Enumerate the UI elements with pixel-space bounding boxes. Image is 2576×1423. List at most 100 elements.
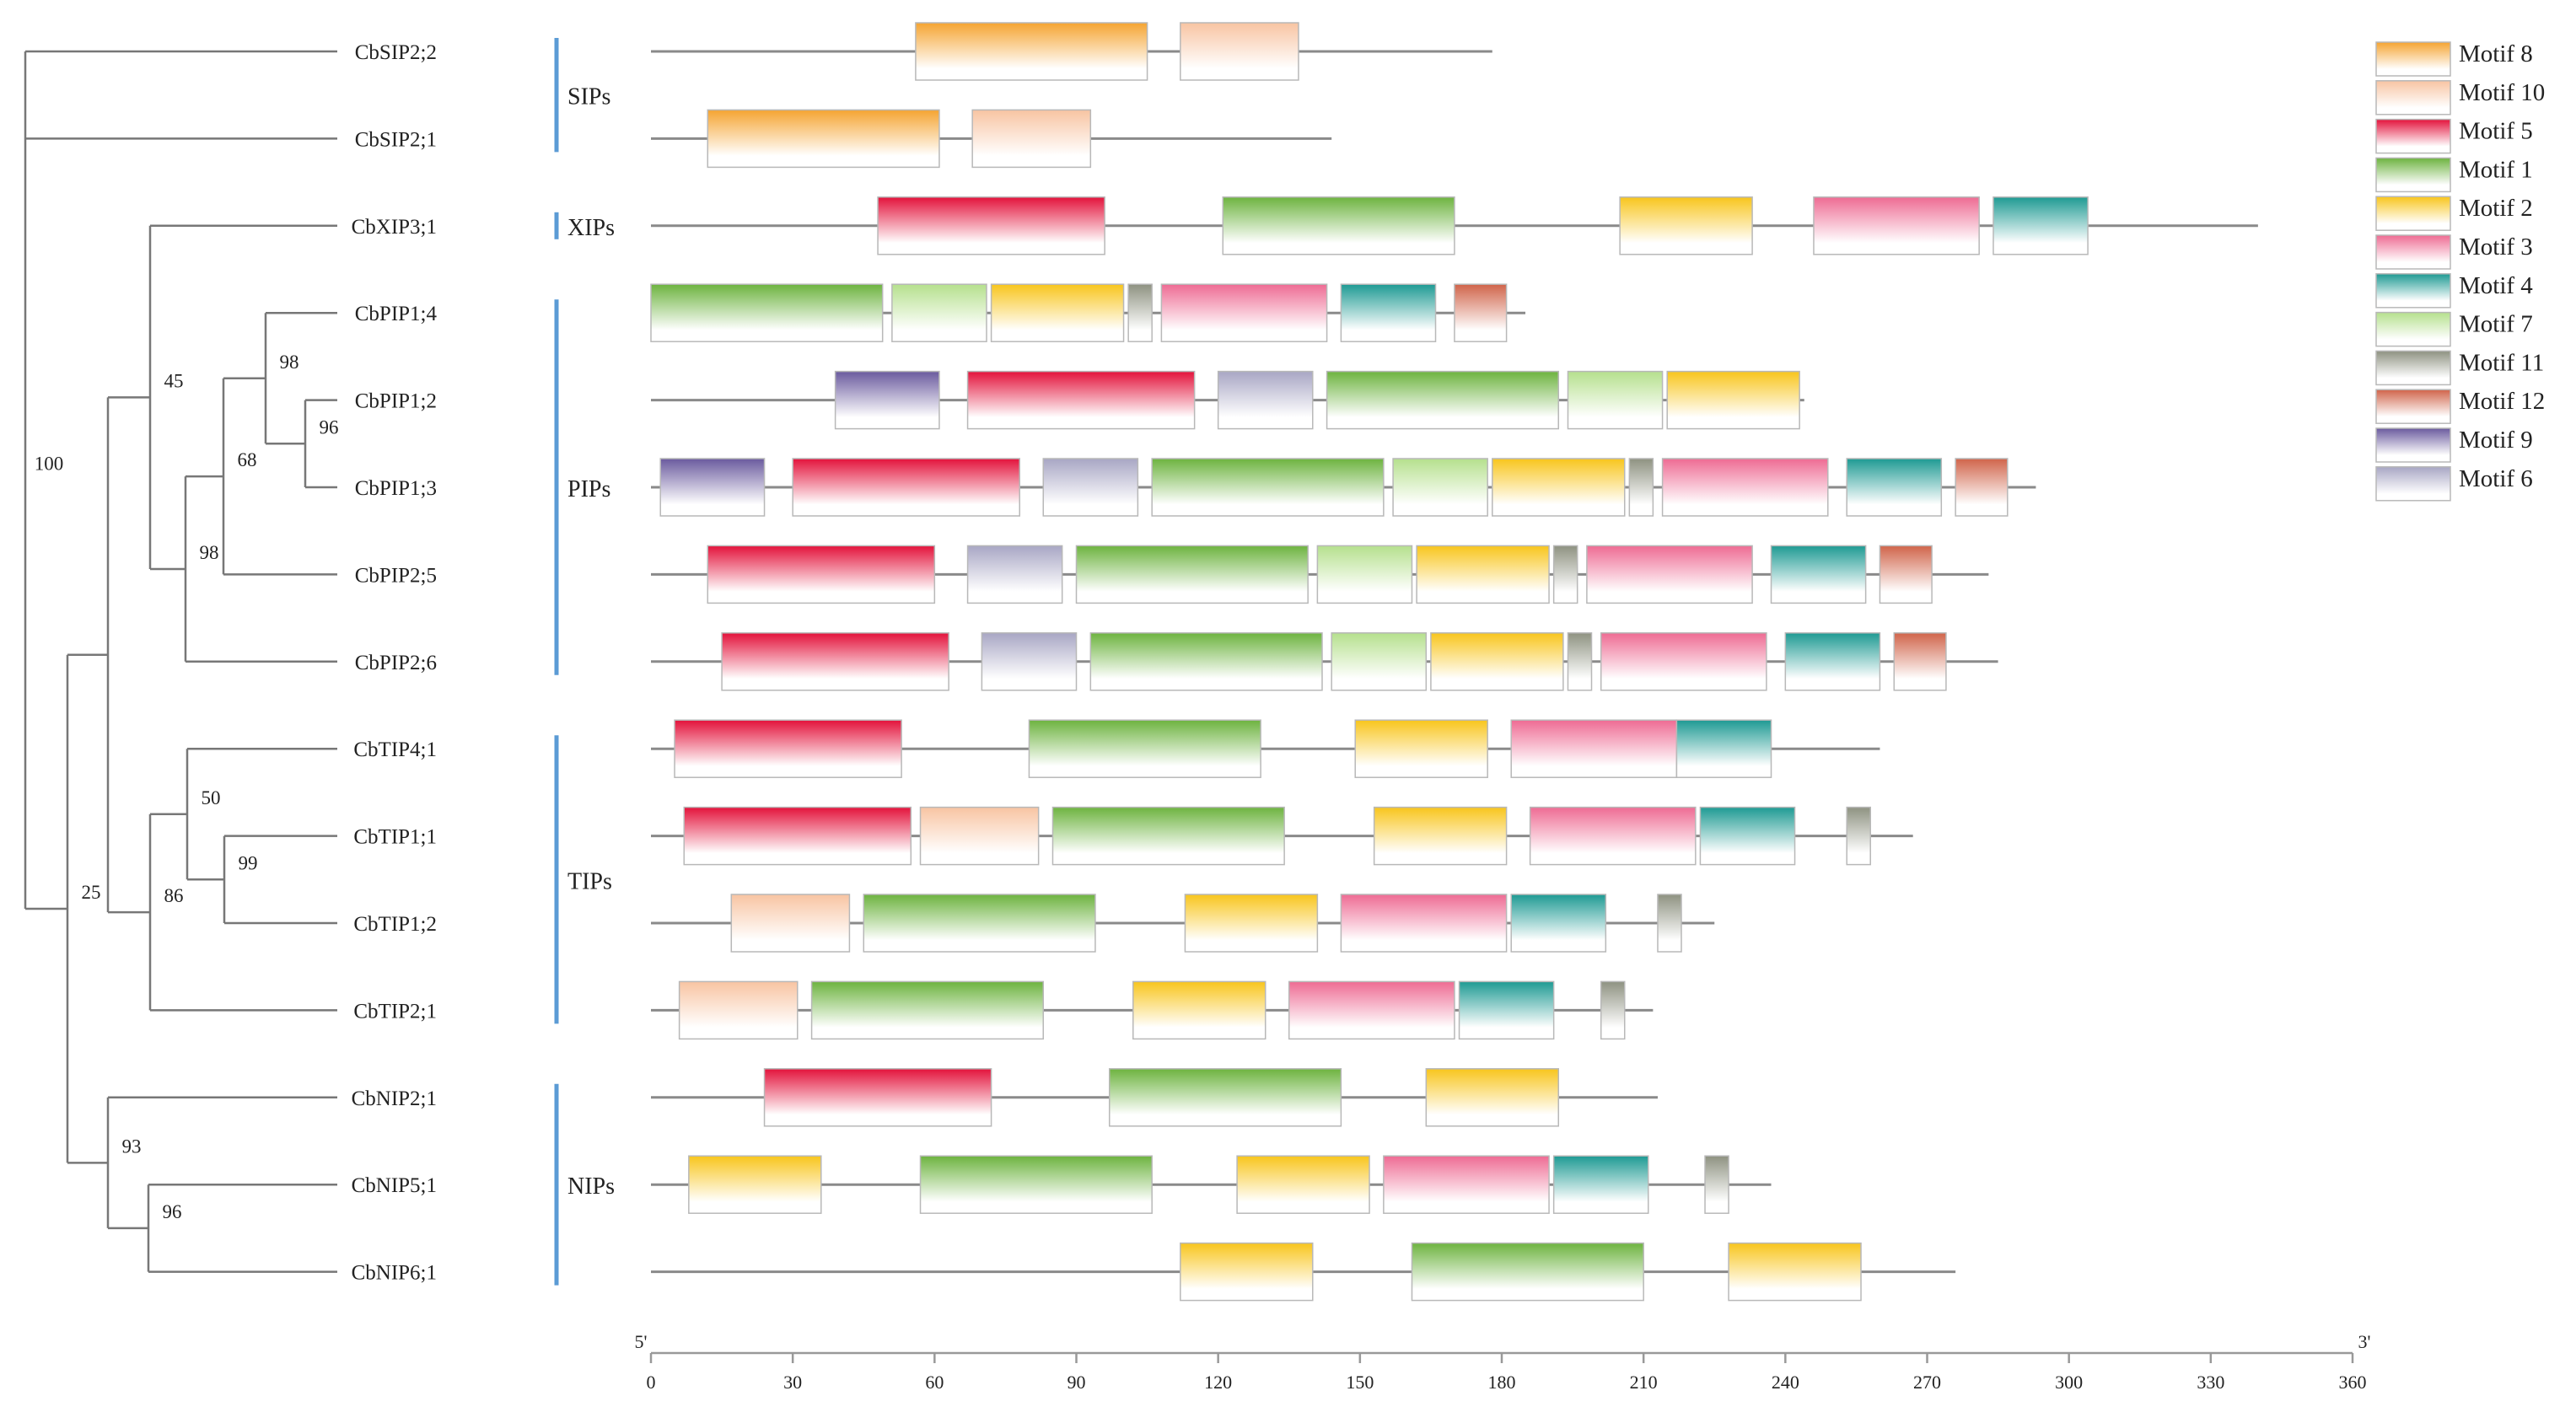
motif-4-box bbox=[1784, 632, 1881, 691]
motif-4-box bbox=[1675, 719, 1772, 778]
axis-tick-label: 210 bbox=[1630, 1372, 1658, 1393]
motif-2-box bbox=[1619, 196, 1753, 255]
legend-swatch bbox=[2375, 273, 2451, 309]
bootstrap-value: 25 bbox=[82, 882, 101, 903]
motif-1-box bbox=[1222, 196, 1455, 255]
motif-12-box bbox=[1454, 283, 1508, 342]
legend-label: Motif 12 bbox=[2459, 388, 2545, 415]
motif-7-box bbox=[1392, 458, 1488, 517]
motif-2-box bbox=[1492, 458, 1626, 517]
motif-6-box bbox=[981, 632, 1078, 691]
motif-11-box bbox=[1657, 894, 1682, 953]
motif-10-box bbox=[678, 980, 799, 1040]
motif-12-box bbox=[1955, 458, 2009, 517]
protein-track bbox=[651, 109, 1332, 169]
motif-2-box bbox=[1425, 1068, 1560, 1127]
taxa-labels: CbSIP2;2 CbSIP2;1 CbXIP3;1 CbPIP1;4 CbPIP1;2… bbox=[352, 41, 438, 1285]
taxon-label: CbNIP6;1 bbox=[352, 1262, 437, 1285]
legend-swatch bbox=[2375, 350, 2451, 386]
legend-swatch bbox=[2375, 311, 2451, 347]
legend-swatch bbox=[2375, 41, 2451, 77]
position-axis: 0 30 60 90 120 150 180 210 240 270 300 330 360 5' 3' bbox=[635, 1331, 2371, 1393]
bootstrap-value: 86 bbox=[164, 885, 184, 906]
motif-7-box bbox=[1567, 370, 1664, 430]
bootstrap-value: 45 bbox=[164, 370, 184, 391]
legend-swatch bbox=[2375, 118, 2451, 154]
phylogenetic-tree: 96 98 68 98 45 99 50 86 96 93 25 100 bbox=[24, 50, 339, 1273]
bootstrap-value: 100 bbox=[35, 454, 64, 475]
motif-12-box bbox=[1879, 545, 1933, 604]
motif-5-box bbox=[674, 719, 902, 778]
motif-11-box bbox=[1127, 283, 1153, 342]
bootstrap-value: 50 bbox=[202, 787, 221, 808]
motif-7-box bbox=[1331, 632, 1428, 691]
motif-11-box bbox=[1567, 632, 1593, 691]
motif-4-box bbox=[1846, 458, 1943, 517]
motif-2-box bbox=[1666, 370, 1800, 430]
protein-track bbox=[651, 1068, 1658, 1127]
motif-4-box bbox=[1458, 980, 1555, 1040]
three-prime-label: 3' bbox=[2358, 1331, 2371, 1352]
axis-tick-label: 300 bbox=[2055, 1372, 2083, 1393]
motif-2-box bbox=[1236, 1155, 1370, 1214]
family-label: TIPs bbox=[567, 868, 612, 894]
motif-4-box bbox=[1340, 283, 1437, 342]
taxon-label: CbPIP1;4 bbox=[355, 303, 438, 325]
motif-1-box bbox=[863, 894, 1096, 953]
bootstrap-value: 96 bbox=[163, 1201, 182, 1222]
motif-3-box bbox=[1586, 545, 1753, 604]
legend-label: Motif 11 bbox=[2459, 349, 2544, 376]
motif-1-box bbox=[810, 980, 1045, 1040]
legend-label: Motif 6 bbox=[2459, 465, 2533, 492]
motif-1-box bbox=[1051, 806, 1285, 866]
protein-track bbox=[651, 545, 1989, 604]
motif-10-box bbox=[919, 806, 1040, 866]
motif-4-box bbox=[1510, 894, 1607, 953]
motif-1-box bbox=[1326, 370, 1560, 430]
legend-swatch bbox=[2375, 389, 2451, 424]
motif-1-box bbox=[1411, 1242, 1644, 1302]
motif-3-box bbox=[1510, 719, 1678, 778]
motif-3-box bbox=[1813, 196, 1980, 255]
axis-tick-label: 180 bbox=[1488, 1372, 1516, 1393]
motif-4-box bbox=[1552, 1155, 1649, 1214]
bootstrap-value: 96 bbox=[320, 416, 339, 438]
motif-11-box bbox=[1628, 458, 1654, 517]
taxon-label: CbTIP1;1 bbox=[353, 826, 437, 849]
motif-1-box bbox=[1075, 545, 1309, 604]
legend-swatch bbox=[2375, 196, 2451, 231]
bootstrap-value: 98 bbox=[200, 542, 219, 563]
motif-10-box bbox=[971, 109, 1092, 169]
motif-8-box bbox=[707, 109, 940, 169]
motif-11-box bbox=[1552, 545, 1578, 604]
motif-2-box bbox=[1416, 545, 1550, 604]
motif-3-box bbox=[1600, 632, 1767, 691]
motif-1-box bbox=[1089, 632, 1323, 691]
motif-8-box bbox=[915, 22, 1148, 81]
legend-swatch bbox=[2375, 427, 2451, 463]
taxon-label: CbNIP2;1 bbox=[352, 1087, 437, 1110]
legend-label: Motif 7 bbox=[2459, 311, 2533, 338]
axis-tick-label: 120 bbox=[1204, 1372, 1232, 1393]
axis-tick-label: 60 bbox=[925, 1372, 944, 1393]
motif-1-box bbox=[1028, 719, 1261, 778]
legend-swatch bbox=[2375, 80, 2451, 115]
legend-swatch bbox=[2375, 466, 2451, 502]
protein-track bbox=[651, 370, 1804, 430]
protein-track bbox=[651, 894, 1715, 953]
motif-6-box bbox=[966, 545, 1063, 604]
five-prime-label: 5' bbox=[635, 1331, 648, 1352]
motif-11-box bbox=[1704, 1155, 1729, 1214]
motif-3-box bbox=[1160, 283, 1328, 342]
protein-track bbox=[651, 806, 1913, 866]
motif-4-box bbox=[1993, 196, 2089, 255]
motif-5-box bbox=[966, 370, 1196, 430]
motif-3-box bbox=[1288, 980, 1455, 1040]
legend-label: Motif 1 bbox=[2459, 156, 2533, 183]
taxon-label: CbNIP5;1 bbox=[352, 1174, 437, 1197]
motif-2-box bbox=[688, 1155, 822, 1214]
motif-2-box bbox=[1728, 1242, 1862, 1302]
taxon-label: CbPIP1;3 bbox=[355, 477, 437, 500]
motif-3-box bbox=[1529, 806, 1697, 866]
